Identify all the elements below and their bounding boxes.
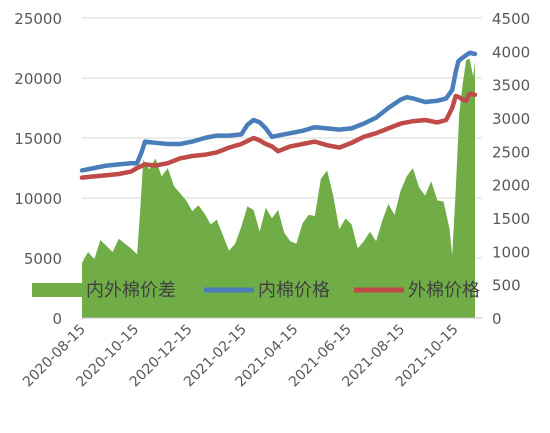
right-tick-label-5: 2500 xyxy=(492,143,530,161)
right-tick-label-8: 4000 xyxy=(492,43,530,61)
series-line-domestic xyxy=(79,50,478,173)
legend-label-foreign: 外棉价格 xyxy=(408,280,480,301)
left-tick-label-0: 0 xyxy=(52,310,62,328)
right-tick-label-2: 1000 xyxy=(492,243,530,261)
left-y-axis: 0 5000 10000 15000 20000 25000 xyxy=(14,10,62,328)
right-tick-label-0: 0 xyxy=(492,310,502,328)
left-tick-label-1: 5000 xyxy=(24,250,62,268)
legend-swatch-spread xyxy=(32,283,82,297)
right-tick-label-6: 3000 xyxy=(492,110,530,128)
series-area-spread xyxy=(82,58,475,319)
left-tick-label-2: 10000 xyxy=(14,190,62,208)
x-axis: 2020-08-152020-10-152020-12-152021-02-15… xyxy=(20,317,482,390)
series-line-foreign xyxy=(79,91,478,180)
legend-label-domestic: 内棉价格 xyxy=(258,280,330,301)
price-lines-layer xyxy=(79,50,478,180)
right-tick-label-7: 3500 xyxy=(492,77,530,95)
left-tick-label-3: 15000 xyxy=(14,130,62,148)
left-tick-label-5: 25000 xyxy=(14,10,62,28)
left-tick-label-4: 20000 xyxy=(14,70,62,88)
legend-label-spread: 内外棉价差 xyxy=(86,280,176,301)
right-y-axis: 0 500 1000 1500 2000 2500 3000 3500 4000 4500 xyxy=(492,10,530,328)
price-spread-area-layer xyxy=(82,58,475,319)
right-tick-label-1: 500 xyxy=(492,277,521,295)
legend: 内外棉价差 内棉价格 外棉价格 xyxy=(32,280,480,301)
right-tick-label-9: 4500 xyxy=(492,10,530,28)
right-tick-label-4: 2000 xyxy=(492,177,530,195)
right-tick-label-3: 1500 xyxy=(492,210,530,228)
